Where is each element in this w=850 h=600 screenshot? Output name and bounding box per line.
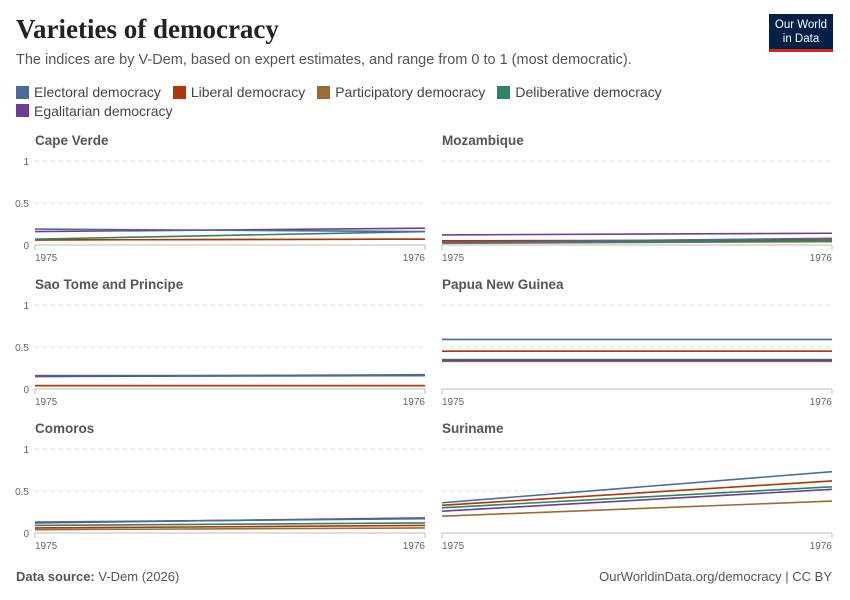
legend: Electoral democracy Liberal democracy Part… <box>16 83 716 120</box>
legend-label: Participatory democracy <box>335 84 486 100</box>
legend-swatch <box>16 85 29 99</box>
x-tick-label: 1975 <box>35 541 58 552</box>
x-tick-label: 1976 <box>810 397 833 408</box>
x-tick-label: 1975 <box>35 397 58 408</box>
source-name[interactable]: V-Dem (2026) <box>98 569 180 584</box>
series-line <box>34 230 426 240</box>
x-tick-label: 1976 <box>403 397 426 408</box>
panel-title: Papua New Guinea <box>442 277 564 292</box>
panel-title: Comoros <box>35 421 94 436</box>
series-line <box>441 488 833 512</box>
data-source: Data source: V-Dem (2026) <box>16 569 180 584</box>
y-tick-label: 0 <box>23 529 29 540</box>
series-line <box>34 238 426 241</box>
legend-swatch <box>317 85 331 99</box>
x-tick-label: 1975 <box>35 253 58 264</box>
panel-title: Suriname <box>442 421 504 436</box>
series-line <box>441 470 833 504</box>
series-line <box>34 522 426 527</box>
x-tick-label: 1976 <box>810 253 833 264</box>
legend-label: Electoral democracy <box>34 84 161 100</box>
panel-title: Cape Verde <box>35 133 109 148</box>
y-tick-label: 1 <box>23 445 29 456</box>
series-line <box>34 517 426 523</box>
legend-item[interactable]: Liberal democracy <box>172 83 306 101</box>
legend-item[interactable]: Participatory democracy <box>317 83 485 101</box>
x-tick-label: 1975 <box>442 541 465 552</box>
chart-subtitle: The indices are by V-Dem, based on exper… <box>16 52 632 68</box>
legend-swatch <box>16 104 29 117</box>
legend-label: Liberal democracy <box>190 84 306 100</box>
series-line <box>441 237 833 244</box>
legend-swatch <box>497 85 511 99</box>
legend-swatch <box>172 85 186 99</box>
series-line <box>441 232 833 236</box>
legend-item[interactable]: Deliberative democracy <box>497 83 662 101</box>
y-tick-label: 1 <box>23 157 29 168</box>
series-line <box>441 500 833 517</box>
owid-logo[interactable]: Our World in Data <box>769 14 833 52</box>
series-line <box>34 524 426 529</box>
x-tick-label: 1976 <box>403 541 426 552</box>
x-tick-label: 1976 <box>403 253 426 264</box>
x-tick-label: 1975 <box>442 397 465 408</box>
series-line <box>441 486 833 509</box>
y-tick-label: 0.5 <box>15 199 29 210</box>
credit-link[interactable]: OurWorldinData.org/democracy | CC BY <box>599 569 832 584</box>
legend-item[interactable]: Electoral democracy <box>16 83 161 101</box>
legend-label: Deliberative democracy <box>515 84 662 100</box>
panel-title: Mozambique <box>442 133 524 148</box>
x-tick-label: 1976 <box>810 541 833 552</box>
legend-label: Egalitarian democracy <box>34 102 173 119</box>
series-line <box>441 480 833 507</box>
series-line <box>34 228 426 233</box>
legend-item[interactable]: Egalitarian democracy <box>16 102 173 120</box>
y-tick-label: 0.5 <box>15 487 29 498</box>
series-line <box>34 527 426 531</box>
x-tick-label: 1975 <box>442 253 465 264</box>
y-tick-label: 0 <box>23 385 29 396</box>
chart-title: Varieties of democracy <box>16 14 279 44</box>
panel-title: Sao Tome and Principe <box>35 277 184 292</box>
y-tick-label: 0 <box>23 241 29 252</box>
series-line <box>441 240 833 245</box>
y-tick-label: 0.5 <box>15 343 29 354</box>
y-tick-label: 1 <box>23 301 29 312</box>
